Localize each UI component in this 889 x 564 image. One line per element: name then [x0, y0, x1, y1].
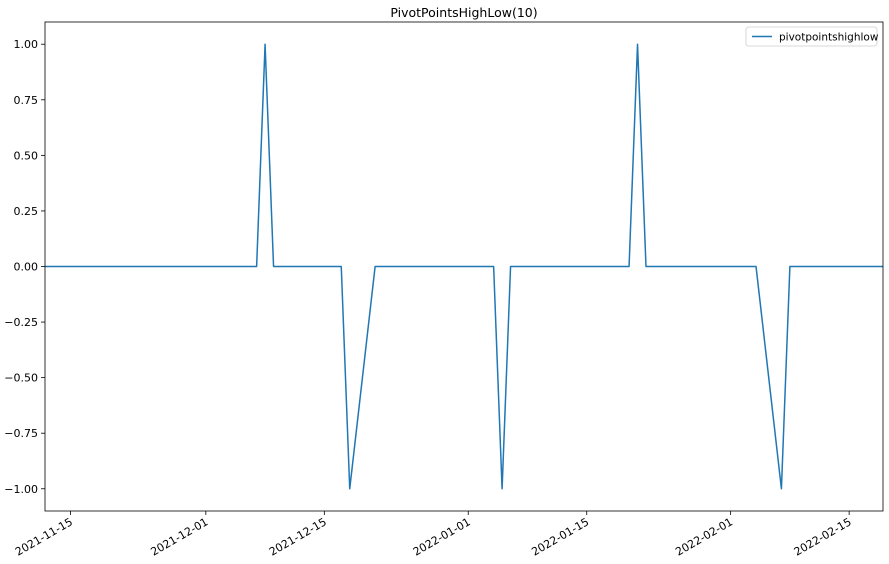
- legend: pivotpointshighlow: [745, 26, 879, 47]
- y-tick-label: −1.00: [4, 483, 38, 496]
- y-tick-label: −0.75: [4, 427, 38, 440]
- x-tick-label: 2022-02-01: [673, 515, 735, 558]
- plot-area: [45, 43, 883, 490]
- x-tick-label: 2022-02-15: [792, 515, 854, 558]
- axes: 1.00 0.75 0.50 0.25 0.00 −0.25 −0.50 −0.75 −1.00…: [4, 21, 884, 559]
- x-tick-label: 2022-01-15: [529, 515, 591, 558]
- x-tick-label: 2021-11-15: [13, 515, 75, 558]
- y-tick-label: 1.00: [14, 38, 39, 51]
- x-tick-label: 2021-12-01: [148, 515, 210, 558]
- y-tick-label: 0.75: [14, 94, 39, 107]
- y-tick-label: −0.50: [4, 372, 38, 385]
- legend-box: [745, 26, 878, 47]
- legend-label: pivotpointshighlow: [779, 32, 879, 44]
- series-line-0: [45, 43, 883, 490]
- y-tick-label: −0.25: [4, 316, 38, 329]
- y-tick-label: 0.00: [14, 261, 39, 274]
- x-tick-label: 2021-12-15: [267, 515, 329, 558]
- x-tick-label: 2022-01-01: [411, 515, 473, 558]
- chart-title: PivotPointsHighLow(10): [390, 5, 537, 20]
- y-tick-label: 0.25: [14, 205, 39, 218]
- y-tick-label: 0.50: [14, 149, 39, 162]
